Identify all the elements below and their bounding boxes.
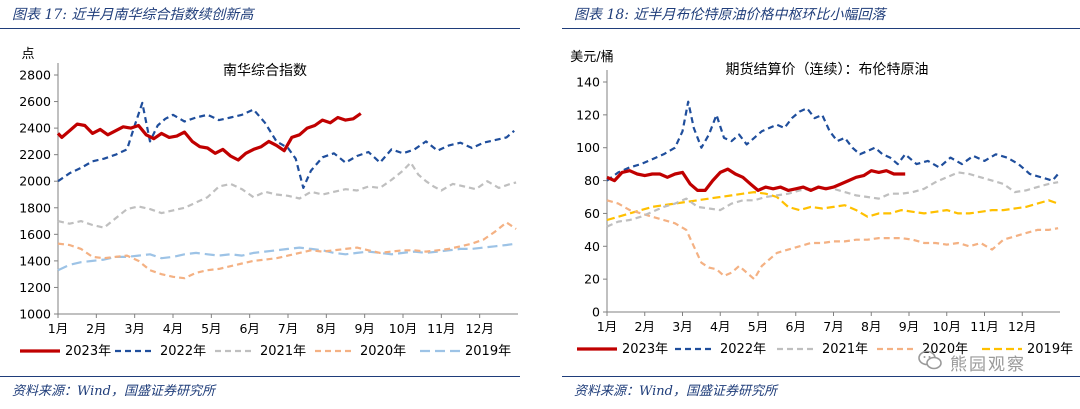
x-tick-label: 12月: [465, 321, 493, 336]
x-tick-label: 3月: [672, 319, 692, 334]
legend-label: 2021年: [260, 344, 306, 359]
legend-label: 2019年: [465, 344, 511, 359]
x-tick-label: 6月: [786, 319, 806, 334]
figure-label: 图表 17:: [12, 7, 67, 23]
x-tick-label: 8月: [316, 321, 336, 336]
y-tick-label: 0: [592, 305, 600, 320]
x-tick-label: 11月: [970, 319, 998, 334]
series-line-2021年: [606, 171, 1059, 228]
x-tick-label: 5月: [201, 321, 221, 336]
x-tick-label: 3月: [124, 321, 144, 336]
legend-label: 2020年: [360, 344, 406, 359]
title-rule: [0, 28, 520, 29]
x-tick-label: 4月: [163, 321, 183, 336]
legend-label: 2022年: [160, 344, 206, 359]
y-tick-label: 1600: [19, 227, 51, 242]
y-tick-label: 80: [584, 173, 600, 188]
series-line-2023年: [56, 112, 362, 162]
chart-brent-crude: 期货结算价（连续）：布伦特原油 美元/桶 0 20 40 60 80 100 120 140 1月 2…: [570, 50, 1073, 357]
source-note: 资料来源：Wind，国盛证券研究所: [12, 384, 215, 399]
legend-label: 2019年: [1027, 342, 1073, 357]
y-tick-label: 120: [576, 107, 600, 122]
x-tick-label: 10月: [389, 321, 417, 336]
x-tick-label: 8月: [861, 319, 881, 334]
figure-panel-left: 图表 17: 近半月南华综合指数续创新高 南华综合指数 点 1000 1200 1400…: [0, 0, 520, 409]
y-tick-label: 100: [576, 140, 600, 155]
chart-title: 期货结算价（连续）：布伦特原油: [726, 61, 929, 78]
y-tick-label: 40: [584, 239, 600, 254]
x-tick-label: 1月: [48, 321, 68, 336]
figure-title: 图表 18: 近半月布伦特原油价格中枢环比小幅回落: [574, 4, 885, 24]
legend-label: 2021年: [822, 342, 868, 357]
series-line-2020年: [606, 199, 1059, 281]
chart-nanhua-index: 南华综合指数 点 1000 1200 1400 1600 1800 2000 2200 2400 2…: [19, 47, 518, 359]
title-rule: [562, 28, 1080, 29]
y-tick-label: 1200: [19, 280, 51, 295]
x-tick-label: 5月: [748, 319, 768, 334]
wechat-icon: [918, 350, 942, 370]
series-line-2022年: [57, 101, 515, 189]
y-tick-label: 2400: [19, 121, 51, 136]
y-tick-label: 1800: [19, 200, 51, 215]
legend-label: 2023年: [65, 344, 111, 359]
y-tick-label: 60: [584, 206, 600, 221]
series-line-2022年: [606, 100, 1059, 182]
figure-caption: 近半月南华综合指数续创新高: [71, 7, 254, 23]
y-tick-label: 20: [584, 272, 600, 287]
x-tick-label: 9月: [899, 319, 919, 334]
legend-label: 2022年: [720, 342, 766, 357]
source-note: 资料来源：Wind，国盛证券研究所: [574, 384, 777, 399]
x-tick-label: 7月: [823, 319, 843, 334]
x-tick-label: 1月: [597, 319, 617, 334]
y-axis-label: 美元/桶: [570, 50, 613, 65]
legend-label: 2023年: [622, 342, 668, 357]
y-tick-label: 2800: [19, 68, 51, 83]
x-tick-label: 2月: [86, 321, 106, 336]
y-tick-label: 1400: [19, 253, 51, 268]
x-tick-label: 11月: [427, 321, 455, 336]
figure-title: 图表 17: 近半月南华综合指数续创新高: [12, 4, 253, 24]
figure-panel-right: 图表 18: 近半月布伦特原油价格中枢环比小幅回落 期货结算价（连续）：布伦特原…: [562, 0, 1080, 409]
chart-title: 南华综合指数: [223, 63, 307, 79]
watermark-text: 熊园观察: [950, 355, 1026, 375]
x-tick-label: 12月: [1008, 319, 1036, 334]
series-line-2019年: [57, 242, 517, 272]
x-tick-label: 4月: [710, 319, 730, 334]
figure-label: 图表 18:: [574, 7, 629, 23]
x-tick-label: 7月: [278, 321, 298, 336]
series-line-2021年: [57, 161, 517, 229]
y-tick-label: 2000: [19, 174, 51, 189]
y-tick-label: 2600: [19, 94, 51, 109]
source-rule: [0, 376, 520, 377]
x-tick-label: 6月: [239, 321, 259, 336]
y-axis-label: 点: [21, 47, 34, 62]
figure-caption: 近半月布伦特原油价格中枢环比小幅回落: [633, 7, 886, 23]
y-tick-label: 140: [576, 75, 600, 90]
series-line-2019年: [606, 191, 1059, 222]
y-tick-label: 1000: [19, 307, 51, 322]
series-line-2023年: [606, 167, 906, 192]
x-tick-label: 2月: [635, 319, 655, 334]
source-rule: [562, 376, 1080, 377]
x-tick-label: 10月: [933, 319, 961, 334]
y-tick-label: 2200: [19, 147, 51, 162]
x-tick-label: 9月: [354, 321, 374, 336]
series-line-2020年: [57, 221, 517, 280]
